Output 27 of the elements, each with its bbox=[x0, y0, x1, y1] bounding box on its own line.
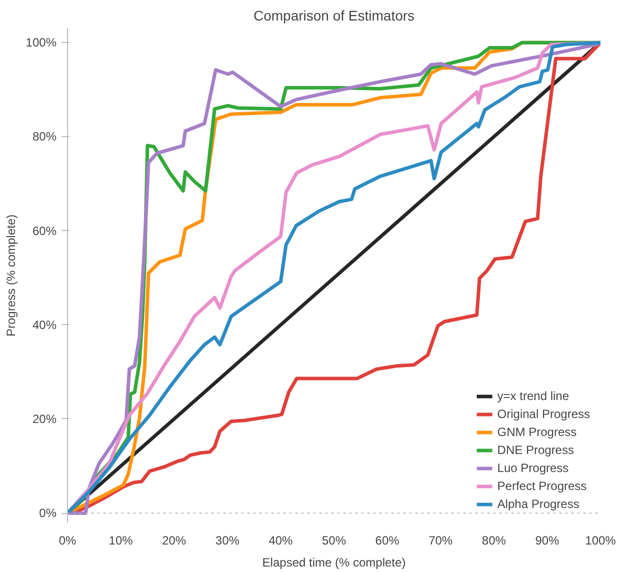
legend-label: GNM Progress bbox=[497, 425, 577, 439]
y-tick-label: 40% bbox=[32, 318, 57, 332]
legend-label: Luo Progress bbox=[497, 461, 569, 475]
x-tick-label: 80% bbox=[482, 534, 506, 548]
y-tick-label: 100% bbox=[26, 36, 57, 50]
legend-label: Original Progress bbox=[497, 407, 590, 421]
chart-title: Comparison of Estimators bbox=[253, 8, 415, 24]
x-tick-label: 90% bbox=[535, 534, 560, 548]
x-tick-label: 30% bbox=[215, 534, 240, 548]
x-tick-label: 100% bbox=[585, 534, 616, 548]
y-tick-label: 60% bbox=[32, 224, 57, 238]
x-axis-title: Elapsed time (% complete) bbox=[262, 556, 406, 570]
x-tick-label: 20% bbox=[162, 534, 186, 548]
x-tick-label: 60% bbox=[375, 534, 400, 548]
x-tick-label: 70% bbox=[428, 534, 453, 548]
x-tick-label: 50% bbox=[322, 534, 346, 548]
x-tick-label: 10% bbox=[108, 534, 134, 548]
legend-label: y=x trend line bbox=[497, 389, 570, 403]
legend-label: DNE Progress bbox=[497, 443, 574, 457]
y-tick-label: 80% bbox=[32, 130, 57, 144]
y-tick-label: 20% bbox=[32, 412, 57, 426]
y-tick-label: 0% bbox=[39, 506, 57, 520]
x-tick-label: 40% bbox=[268, 534, 294, 548]
legend-label: Perfect Progress bbox=[497, 479, 587, 493]
legend-label: Alpha Progress bbox=[497, 497, 580, 511]
x-tick-label: 0% bbox=[58, 534, 76, 548]
y-axis-title: Progress (% complete) bbox=[4, 214, 18, 337]
